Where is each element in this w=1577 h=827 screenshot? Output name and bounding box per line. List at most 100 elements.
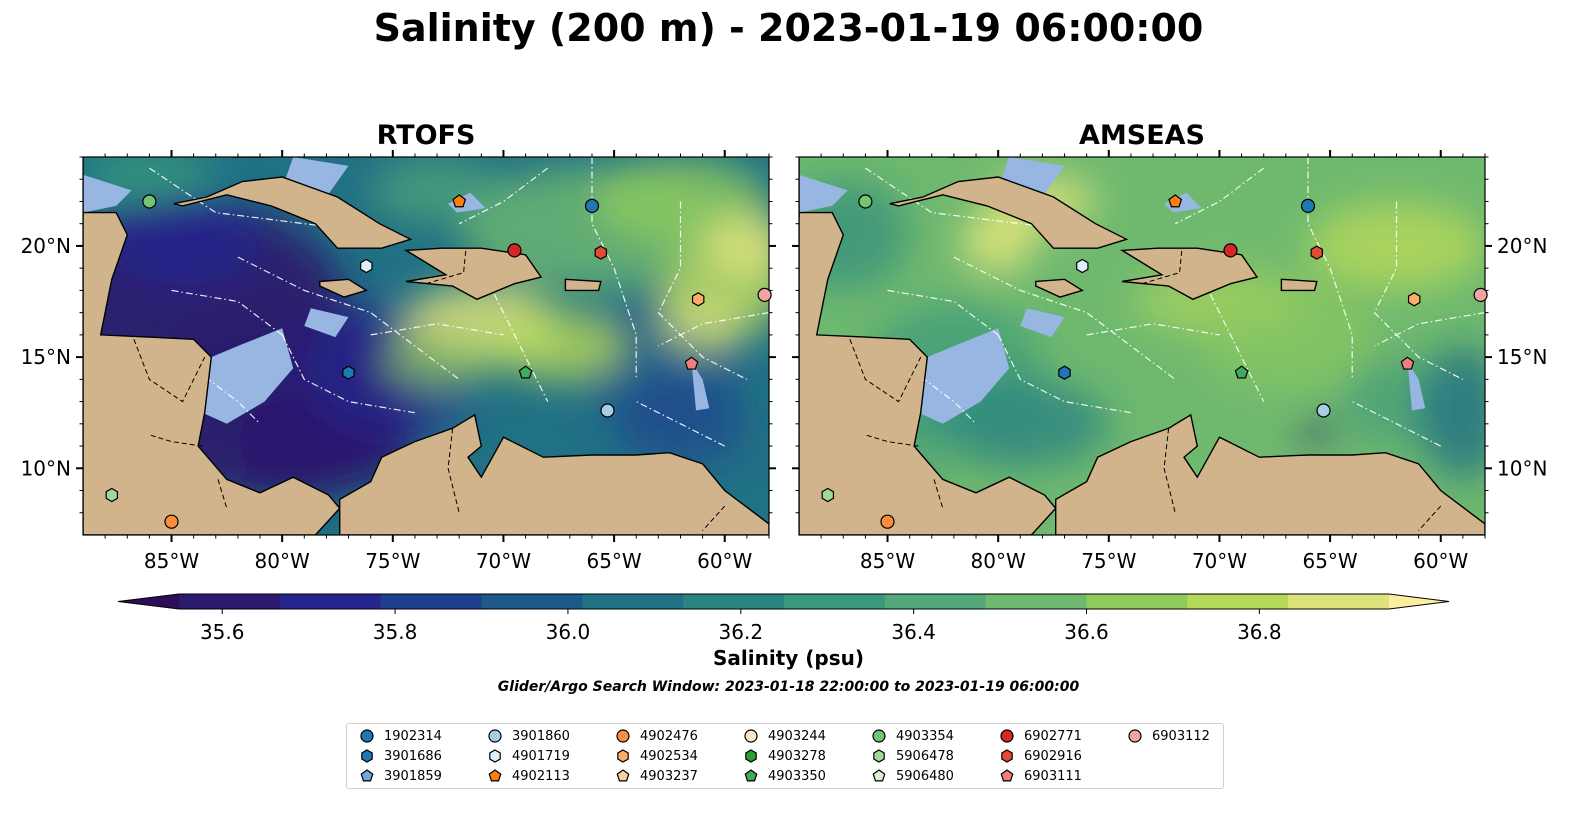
float-marker-4901719[interactable]: [360, 258, 373, 274]
salinity-blob: [1418, 346, 1485, 480]
legend-label: 3901859: [384, 768, 442, 784]
colorbar-segment: [683, 594, 785, 609]
border-line: [447, 428, 460, 513]
float-marker-4902476[interactable]: [164, 514, 179, 529]
map-panel-amseas[interactable]: 85°W 80°W 75°W 70°W 65°W 60°W 20°N 15°N 10°N: [777, 135, 1548, 573]
float-marker-6902916[interactable]: [594, 245, 608, 260]
eez-line: [953, 256, 1176, 380]
float-marker-5906478[interactable]: [105, 487, 119, 503]
float-marker-4901719[interactable]: [1076, 258, 1089, 274]
panel-title-rtofs: RTOFS: [376, 120, 476, 151]
pentagon-marker-icon: [488, 769, 502, 782]
map-panel-rtofs[interactable]: 85°W 80°W 75°W 70°W 65°W 60°W 20°N 15°N 10°N: [21, 135, 792, 573]
border-line: [933, 479, 944, 509]
legend-item-4902476: 4902476: [615, 727, 698, 745]
legend-label: 3901686: [384, 748, 442, 764]
land-southAm: [1055, 413, 1485, 535]
float-marker-3901686[interactable]: [1058, 365, 1071, 380]
float-marker-6903111[interactable]: [1400, 356, 1415, 370]
float-marker-4902534[interactable]: [1407, 292, 1421, 307]
legend-item-4903278: 4903278: [743, 747, 826, 765]
circle-marker-icon: [1128, 729, 1142, 743]
float-marker-3901860[interactable]: [1316, 403, 1331, 418]
salinity-blob: [381, 334, 493, 389]
float-marker-5906478[interactable]: [821, 487, 835, 503]
shallow-water: [202, 328, 294, 424]
lon-tick-label: 75°W: [365, 549, 420, 573]
legend-item-6902771: 6902771: [999, 727, 1082, 745]
colorbar-segment: [481, 594, 583, 609]
map-frame: [82, 156, 770, 536]
lat-tick-label: 15°N: [1497, 345, 1547, 369]
salinity-blob: [1301, 421, 1337, 440]
float-marker-6902916[interactable]: [1310, 245, 1324, 260]
border-line: [849, 339, 922, 403]
hexagon-marker-icon: [617, 749, 629, 763]
float-marker-1902314[interactable]: [584, 198, 600, 214]
shallow-water: [83, 174, 132, 213]
float-marker-6903112[interactable]: [757, 287, 772, 302]
eez-line: [635, 401, 725, 447]
colorbar-tick-label: 36.0: [546, 620, 591, 644]
shallow-water: [1020, 308, 1065, 338]
legend-item-4903244: 4903244: [743, 727, 826, 745]
float-marker-4903350[interactable]: [1234, 365, 1249, 379]
colorbar-extend-low: [118, 594, 179, 609]
lat-tick-label: 10°N: [1497, 456, 1547, 480]
land-puertoRico: [1280, 278, 1318, 292]
float-marker-4903354[interactable]: [142, 194, 157, 209]
float-marker-6903111[interactable]: [684, 356, 699, 370]
float-marker-6902771[interactable]: [507, 243, 522, 258]
lat-tick-label: 20°N: [21, 234, 71, 258]
colorbar-segment: [1187, 594, 1289, 609]
float-marker-4902113[interactable]: [1168, 194, 1183, 208]
float-marker-4902534[interactable]: [691, 292, 705, 307]
land-hispaniola: [1119, 247, 1259, 301]
land-centralAm: [799, 211, 1057, 535]
search-window-note: Glider/Argo Search Window: 2023-01-18 22…: [497, 679, 1080, 695]
float-marker-4902113[interactable]: [452, 194, 467, 208]
salinity-blob: [105, 197, 261, 286]
colorbar-segment: [179, 594, 281, 609]
pentagon-marker-icon: [872, 769, 886, 782]
eez-line: [887, 289, 999, 336]
float-marker-3901860[interactable]: [600, 403, 615, 418]
salinity-blob: [492, 310, 626, 382]
land-jamaica: [319, 278, 368, 298]
lon-tick-label: 85°W: [860, 549, 915, 573]
colorbar-extend-high: [1389, 594, 1449, 609]
float-marker-6902771[interactable]: [1223, 243, 1238, 258]
border-line: [133, 339, 206, 403]
float-marker-1902314[interactable]: [1300, 198, 1316, 214]
legend-item-6903112: 6903112: [1127, 727, 1210, 745]
legend-label: 6902916: [1024, 748, 1082, 764]
lon-tick-label: 65°W: [1302, 549, 1357, 573]
salinity-blob: [1197, 279, 1375, 391]
float-marker-3901686[interactable]: [342, 365, 355, 380]
float-marker-4903350[interactable]: [518, 365, 533, 379]
lon-tick-label: 85°W: [144, 549, 199, 573]
float-marker-4903354[interactable]: [858, 194, 873, 209]
lon-tick-label: 70°W: [476, 549, 531, 573]
legend-item-4903237: 4903237: [615, 767, 698, 785]
colorbar-outline: [117, 593, 1450, 610]
float-marker-4902476[interactable]: [880, 514, 895, 529]
legend-label: 4901719: [512, 748, 570, 764]
border-line: [702, 505, 726, 531]
legend-label: 5906478: [896, 748, 954, 764]
lon-tick-label: 60°W: [1413, 549, 1468, 573]
pentagon-marker-icon: [360, 769, 374, 782]
legend-label: 4903354: [896, 728, 954, 744]
legend-label: 4902476: [640, 728, 698, 744]
lat-tick-label: 15°N: [21, 345, 71, 369]
hexagon-marker-icon: [873, 749, 885, 763]
border-line: [865, 434, 919, 447]
circle-marker-icon: [616, 729, 630, 743]
shallow-water: [691, 361, 710, 411]
colorbar-segment: [884, 594, 987, 609]
legend-item-1902314: 1902314: [359, 727, 442, 745]
lon-tick-label: 60°W: [697, 549, 752, 573]
float-marker-6903112[interactable]: [1473, 287, 1488, 302]
legend-label: 4902113: [512, 768, 570, 784]
legend-label: 4903237: [640, 768, 698, 784]
